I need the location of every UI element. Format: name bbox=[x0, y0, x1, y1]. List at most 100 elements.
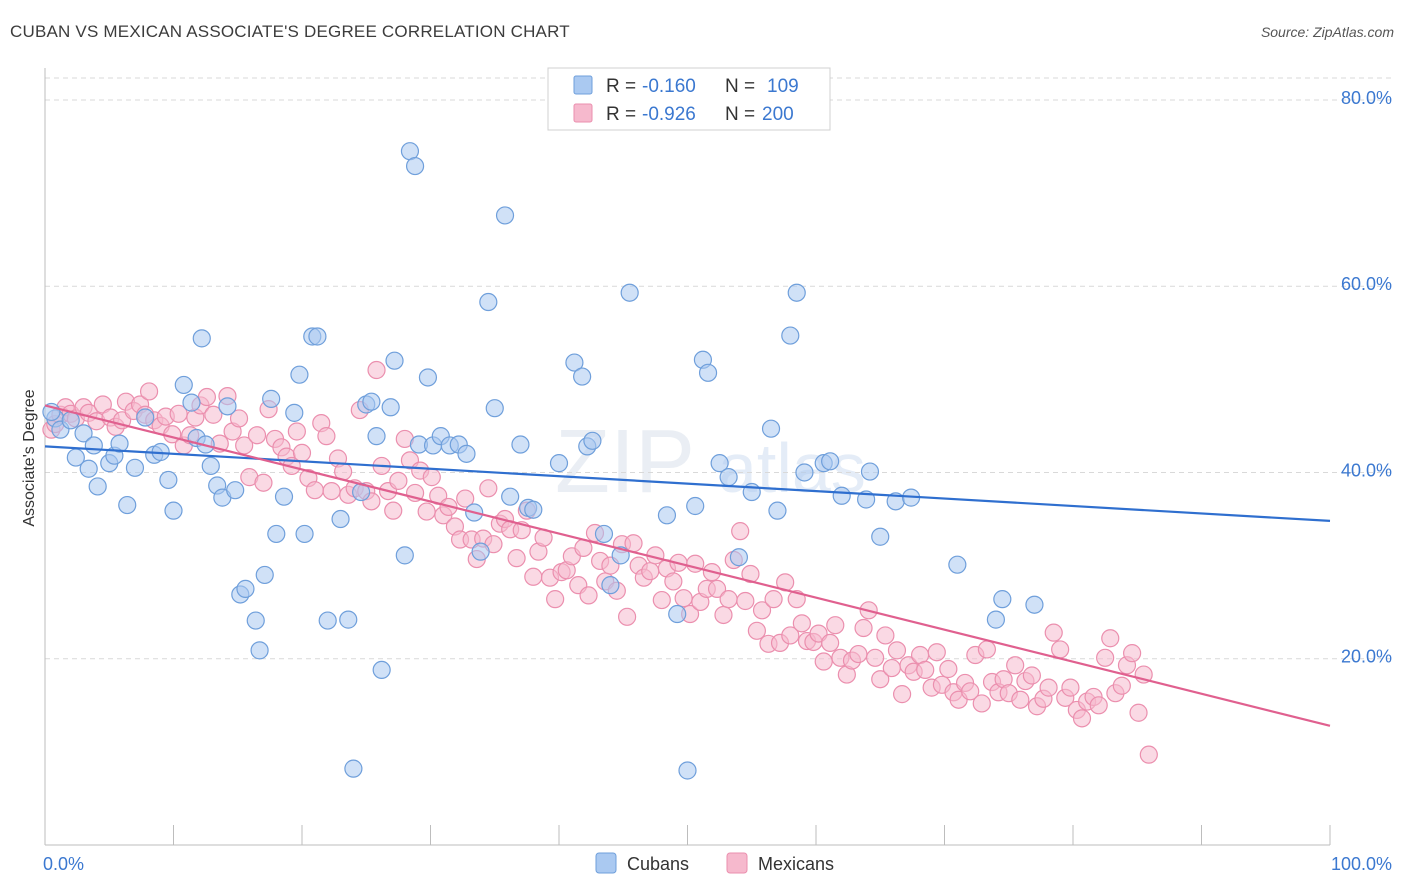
cubans-point bbox=[761, 419, 781, 438]
mexicans-point bbox=[752, 601, 772, 620]
cubans-point bbox=[218, 397, 237, 416]
cubans-point bbox=[318, 611, 337, 630]
mexicans-point bbox=[641, 562, 660, 581]
cubans-point bbox=[250, 641, 269, 660]
source-label: Source: ZipAtlas.com bbox=[1260, 24, 1394, 40]
mexicans-point bbox=[1089, 696, 1108, 715]
mexicans-point bbox=[876, 626, 895, 645]
cubans-point bbox=[174, 375, 193, 395]
cubans-point bbox=[948, 555, 967, 574]
cubans-point bbox=[511, 435, 530, 454]
mexicans-point bbox=[814, 652, 833, 671]
cubans-point bbox=[986, 610, 1006, 629]
mexicans-point bbox=[456, 489, 475, 508]
mexicans-point bbox=[197, 387, 217, 407]
mexicans-point bbox=[1072, 709, 1092, 728]
cubans-point bbox=[573, 367, 592, 386]
x-tick-label-min: 0.0% bbox=[43, 854, 84, 874]
cubans-point bbox=[110, 434, 129, 453]
mexicans-point bbox=[652, 590, 671, 610]
mexicans-point bbox=[871, 670, 890, 689]
cubans-point bbox=[125, 458, 145, 477]
mexicans-point bbox=[507, 549, 526, 568]
cubans-point bbox=[308, 327, 327, 346]
top-legend: R = -0.160 N = 109 R = -0.926 N = 200 bbox=[547, 67, 831, 131]
cubans-point bbox=[729, 548, 749, 567]
data-points bbox=[42, 142, 1158, 780]
cubans-point bbox=[395, 546, 414, 565]
mexicans-point bbox=[1006, 656, 1025, 675]
mexicans-point bbox=[292, 443, 312, 463]
cubans-point bbox=[381, 398, 400, 417]
cubans-point bbox=[710, 454, 729, 473]
cubans-point bbox=[479, 292, 498, 312]
mexicans-point bbox=[977, 640, 997, 659]
cubans-point bbox=[821, 452, 840, 471]
chart-title: CUBAN VS MEXICAN ASSOCIATE'S DEGREE CORR… bbox=[10, 22, 570, 41]
cubans-point bbox=[549, 454, 569, 473]
mexicans-point bbox=[1044, 623, 1063, 642]
cubans-point bbox=[485, 399, 504, 418]
watermark: ZIP atlas bbox=[555, 412, 866, 512]
cubans-point bbox=[255, 565, 274, 585]
mexicans-point bbox=[1039, 678, 1058, 697]
cubans-point bbox=[136, 408, 155, 427]
cubans-point bbox=[362, 392, 381, 411]
mexicans-point bbox=[322, 481, 341, 501]
mexicans-point bbox=[821, 633, 840, 653]
mexicans-point bbox=[714, 605, 733, 625]
mexicans-point bbox=[826, 616, 845, 635]
mexicans-point bbox=[305, 481, 324, 500]
bottom-legend-label-cubans: Cubans bbox=[627, 854, 689, 874]
axes: 20.0% 40.0% 60.0% 80.0% 0.0% 100.0% bbox=[43, 68, 1392, 874]
cubans-point bbox=[385, 351, 404, 370]
mexicans-point bbox=[546, 590, 565, 609]
x-tick-label-max: 100.0% bbox=[1331, 854, 1392, 874]
cubans-point bbox=[159, 470, 178, 490]
mexicans-point bbox=[287, 422, 306, 441]
mexicans-point bbox=[254, 473, 273, 492]
legend-cubans-r-value: -0.160 bbox=[642, 76, 696, 97]
cubans-point bbox=[471, 542, 490, 561]
cubans-point bbox=[285, 403, 304, 422]
cubans-point bbox=[860, 462, 880, 481]
mexicans-point bbox=[384, 501, 403, 520]
cubans-point bbox=[832, 486, 851, 505]
bottom-legend-swatch-cubans bbox=[595, 852, 617, 874]
mexicans-point bbox=[1112, 676, 1131, 695]
mexicans-point bbox=[866, 648, 885, 667]
cubans-point bbox=[594, 524, 614, 544]
mexicans-point bbox=[764, 590, 783, 609]
mexicans-point bbox=[792, 614, 811, 633]
cubans-point bbox=[501, 487, 520, 506]
mexicans-point bbox=[417, 502, 436, 521]
mexicans-point bbox=[1139, 745, 1158, 764]
legend-swatch-cubans bbox=[573, 75, 593, 95]
cubans-point bbox=[495, 206, 515, 225]
cubans-point bbox=[274, 487, 294, 506]
cubans-point bbox=[201, 456, 220, 476]
mexicans-point bbox=[961, 682, 980, 701]
legend-cubans-n-value: 109 bbox=[767, 76, 799, 97]
mexicans-point bbox=[247, 426, 267, 445]
legend-cubans-r-label: R = bbox=[606, 76, 636, 97]
y-tick-label: 80.0% bbox=[1341, 88, 1392, 108]
mexicans-point bbox=[422, 468, 441, 487]
mexicans-point bbox=[1129, 703, 1148, 722]
cubans-point bbox=[344, 759, 363, 778]
cubans-point bbox=[84, 436, 103, 455]
cubans-point bbox=[668, 604, 687, 624]
mexicans-point bbox=[731, 522, 750, 541]
cubans-point bbox=[657, 506, 677, 525]
mexicans-point bbox=[736, 591, 755, 611]
cubans-point bbox=[79, 459, 98, 478]
legend-mexicans-n-value: 200 bbox=[762, 104, 794, 125]
cubans-point bbox=[236, 579, 255, 598]
mexicans-point bbox=[367, 360, 386, 380]
cubans-point bbox=[457, 444, 476, 463]
cubans-point bbox=[164, 501, 183, 520]
mexicans-point bbox=[389, 471, 408, 490]
mexicans-point bbox=[317, 427, 336, 446]
cubans-point bbox=[795, 463, 814, 482]
mexicans-point bbox=[719, 590, 738, 609]
